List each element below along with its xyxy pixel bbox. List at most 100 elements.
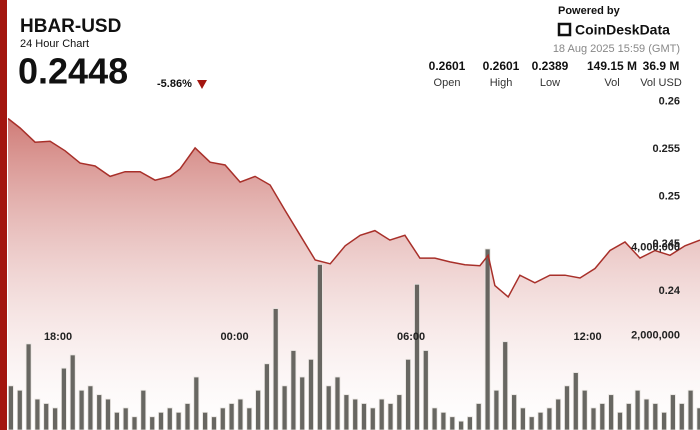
- volume-bar: [78, 389, 85, 430]
- x-tick-label: 06:00: [397, 331, 425, 343]
- volume-bar: [202, 411, 209, 430]
- volume-bar: [378, 398, 385, 430]
- timestamp: 18 Aug 2025 15:59 (GMT): [553, 43, 680, 55]
- volume-bar: [8, 385, 14, 430]
- volume-bar: [352, 398, 359, 430]
- volume-bar: [149, 416, 156, 430]
- volume-bar: [493, 389, 500, 430]
- volume-bar: [608, 394, 614, 430]
- volume-bar: [237, 398, 244, 430]
- volume-bar: [520, 407, 526, 430]
- price-area: [8, 118, 700, 430]
- y2-tick-label: 4,000,000: [631, 241, 680, 253]
- volume-bar: [25, 343, 32, 430]
- stat-value: 0.2389: [532, 59, 569, 73]
- stat-label: Vol USD: [640, 77, 682, 89]
- volume-bar: [528, 416, 535, 430]
- powered-by: Powered by: [558, 5, 621, 17]
- volume-bar: [687, 389, 694, 430]
- volume-bar: [43, 403, 50, 430]
- volume-bar: [670, 394, 676, 430]
- volume-bar: [555, 398, 562, 430]
- y2-tick-label: 2,000,000: [631, 330, 680, 342]
- stat-value: 149.15 M: [587, 59, 637, 73]
- volume-bar: [69, 354, 76, 430]
- volume-bar: [511, 394, 518, 430]
- stat-value: 0.2601: [483, 59, 520, 73]
- volume-bar: [502, 341, 509, 430]
- stat-label: Low: [540, 77, 560, 89]
- volume-bar: [140, 389, 147, 430]
- volume-bar: [96, 394, 103, 430]
- volume-bar: [158, 411, 164, 430]
- volume-bar: [546, 407, 553, 430]
- price: 0.2448: [18, 51, 128, 92]
- volume-bar: [387, 403, 394, 430]
- volume-bar: [625, 403, 632, 430]
- volume-bar: [414, 283, 420, 430]
- volume-bar: [272, 308, 279, 430]
- volume-bar: [396, 394, 403, 430]
- volume-bar: [634, 389, 641, 430]
- volume-bar: [652, 403, 659, 430]
- y-tick-label: 0.24: [659, 285, 681, 297]
- stat-value: 0.2601: [429, 59, 466, 73]
- price-line: [8, 117, 700, 299]
- brand: CoinDeskData: [575, 22, 670, 38]
- x-tick-label: 18:00: [44, 331, 72, 343]
- volume-bar: [405, 358, 412, 430]
- x-tick-label: 00:00: [220, 331, 248, 343]
- volume-bar: [431, 407, 438, 430]
- volume-bar: [581, 389, 588, 430]
- volume-bar: [325, 385, 332, 430]
- volume-bar: [34, 398, 41, 430]
- volume-bar: [696, 407, 700, 430]
- volume-bar: [246, 407, 253, 430]
- volume-bar: [105, 398, 111, 430]
- volume-bar: [643, 398, 650, 430]
- volume-bar: [617, 411, 623, 430]
- volume-bar: [678, 403, 685, 430]
- volume-bar: [466, 416, 473, 430]
- volume-bar: [537, 411, 544, 430]
- volume-bar: [564, 385, 570, 430]
- volume-bar: [599, 403, 606, 430]
- volume-bar: [590, 407, 597, 430]
- symbol: HBAR-USD: [20, 16, 121, 37]
- volume-bar: [166, 407, 173, 430]
- volume-bar: [458, 420, 465, 430]
- volume-bar: [122, 407, 129, 430]
- volume-bar: [61, 367, 67, 430]
- volume-bar: [211, 416, 217, 430]
- stat-value: 36.9 M: [643, 59, 680, 73]
- volume-bar: [484, 248, 491, 430]
- volume-bar: [175, 411, 182, 430]
- y-tick-label: 0.26: [659, 95, 680, 107]
- volume-bar: [572, 372, 579, 430]
- accent-bar: [0, 0, 7, 430]
- volume-bar: [308, 358, 314, 430]
- volume-bar: [255, 389, 262, 430]
- volume-bar: [449, 416, 456, 430]
- volume-bar: [661, 411, 667, 430]
- volume-bar: [440, 411, 447, 430]
- volume-bar: [114, 411, 120, 430]
- volume-bar: [299, 376, 306, 430]
- volume-bar: [228, 403, 235, 430]
- volume-bar: [87, 385, 94, 430]
- stat-label: Open: [434, 77, 461, 89]
- y-tick-label: 0.25: [659, 190, 680, 202]
- volume-bar: [361, 403, 367, 430]
- subtitle: 24 Hour Chart: [20, 38, 89, 50]
- volume-bar: [16, 389, 23, 430]
- volume-bar: [193, 376, 200, 430]
- volume-bar: [131, 416, 138, 430]
- stat-label: High: [490, 77, 513, 89]
- volume-bar: [343, 394, 350, 430]
- volume-bar: [290, 350, 297, 430]
- y-tick-label: 0.245: [652, 238, 680, 250]
- volume-bar: [219, 407, 226, 430]
- volume-bar: [475, 403, 482, 430]
